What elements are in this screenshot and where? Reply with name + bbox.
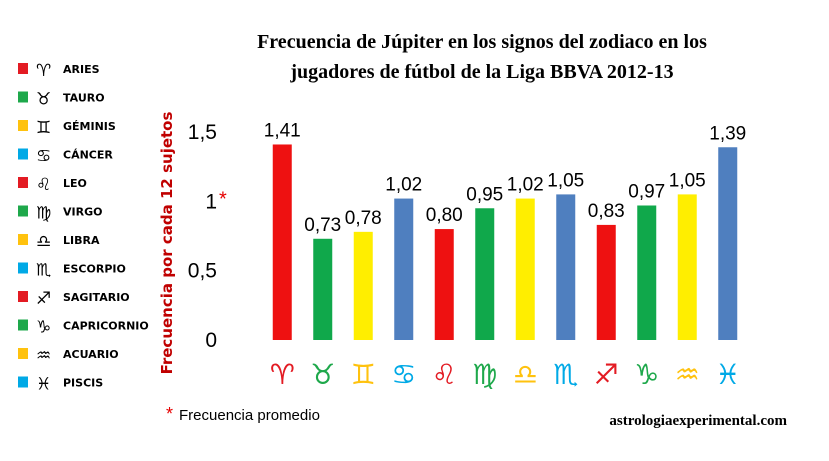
bar-géminis [353, 231, 373, 340]
data-label: 1,05 [547, 170, 584, 191]
legend-label: TAURO [63, 92, 105, 105]
bar-aries [272, 144, 292, 340]
y-tick-star: * [219, 188, 227, 210]
data-label: 1,02 [385, 175, 422, 196]
x-tick-glyph-aries: ♈ [270, 358, 295, 391]
legend-label: SAGITARIO [63, 291, 130, 304]
bar-piscis [718, 147, 738, 340]
y-tick-label: 0,5 [188, 260, 217, 283]
y-axis-label: Frecuencia por cada 12 sujetos [158, 112, 176, 375]
data-label: 0,83 [588, 201, 625, 222]
x-tick-glyph-tauro: ♉ [310, 358, 335, 391]
legend-label: VIRGO [63, 206, 102, 219]
legend-glyph-cáncer: ♋ [36, 147, 51, 167]
chart-title-line1: Frecuencia de Júpiter en los signos del … [257, 31, 707, 53]
bar-tauro [313, 238, 333, 340]
bar-acuario [677, 194, 697, 340]
legend-swatch [18, 120, 28, 131]
x-tick-glyph-leo: ♌ [432, 358, 457, 391]
data-label: 1,41 [264, 120, 301, 141]
legend-swatch [18, 234, 28, 245]
bar-virgo [475, 208, 495, 340]
legend-glyph-géminis: ♊ [36, 118, 51, 138]
bar-sagitario [596, 224, 616, 340]
x-axis-glyphs: ♈ ♉ ♊ ♋ ♌ ♍ ♎ ♏ ♐ ♑ ♒ ♓ [270, 358, 741, 391]
legend-label: ARIES [63, 63, 100, 76]
x-tick-glyph-capricornio: ♑ [634, 358, 659, 391]
legend: ♈ ARIES ♉ TAURO ♊ GÉMINIS ♋ CÁNCER ♌ LEO ♍ VIRGO ♎ LI… [18, 61, 149, 395]
legend-label: ACUARIO [63, 348, 119, 361]
legend-glyph-piscis: ♓ [36, 375, 51, 395]
x-tick-glyph-virgo: ♍ [472, 358, 497, 391]
bar-cáncer [394, 198, 414, 340]
legend-swatch [18, 262, 28, 274]
bar-leo [434, 229, 454, 340]
legend-glyph-tauro: ♉ [36, 90, 51, 110]
x-tick-glyph-cáncer: ♋ [391, 358, 416, 391]
data-label: 0,73 [304, 215, 341, 236]
y-tick-label: 1 [205, 190, 217, 213]
legend-glyph-aries: ♈ [36, 61, 51, 81]
legend-glyph-escorpio: ♏ [36, 261, 51, 281]
legend-label: PISCIS [63, 377, 103, 390]
legend-label: CAPRICORNIO [63, 320, 149, 333]
x-tick-glyph-sagitario: ♐ [594, 358, 619, 391]
x-tick-glyph-piscis: ♓ [715, 358, 740, 391]
data-label: 0,95 [466, 184, 503, 205]
x-tick-glyph-géminis: ♊ [351, 358, 376, 391]
data-label: 0,80 [426, 205, 463, 226]
source-credit: astrologiaexperimental.com [609, 413, 787, 429]
legend-glyph-acuario: ♒ [36, 346, 51, 366]
legend-glyph-sagitario: ♐ [36, 289, 51, 309]
y-axis-ticks: 0 0,5 1 * 1,5 [188, 121, 227, 352]
legend-swatch [18, 148, 28, 160]
x-tick-glyph-acuario: ♒ [675, 358, 700, 391]
footnote-star: * [166, 404, 173, 424]
footnote: * Frecuencia promedio [166, 404, 320, 424]
chart-title-line2: jugadores de fútbol de la Liga BBVA 2012… [289, 61, 673, 83]
bar-capricornio [637, 205, 657, 340]
legend-glyph-leo: ♌ [36, 175, 51, 195]
legend-label: CÁNCER [63, 149, 113, 162]
data-label: 1,39 [709, 123, 746, 144]
data-labels: 1,410,73 0,781,020,800,95 1,02 1,050,830,97… [264, 120, 746, 235]
x-tick-glyph-libra: ♎ [513, 358, 538, 391]
legend-swatch [18, 291, 28, 302]
legend-glyph-capricornio: ♑ [36, 318, 51, 338]
legend-swatch [18, 319, 28, 331]
legend-swatch [18, 91, 28, 103]
data-label: 0,78 [345, 208, 382, 229]
data-label: 0,97 [628, 181, 665, 202]
legend-swatch [18, 63, 28, 74]
data-label: 1,02 [507, 175, 544, 196]
legend-label: ESCORPIO [63, 263, 126, 276]
bars [272, 144, 738, 340]
legend-label: LEO [63, 177, 87, 190]
bar-libra [515, 198, 535, 340]
footnote-text: Frecuencia promedio [179, 407, 320, 424]
bar-escorpio [556, 194, 576, 340]
data-label: 1,05 [669, 170, 706, 191]
legend-glyph-virgo: ♍ [36, 204, 51, 224]
legend-glyph-libra: ♎ [36, 232, 51, 252]
x-tick-glyph-escorpio: ♏ [553, 358, 578, 391]
legend-label: GÉMINIS [63, 120, 116, 133]
y-tick-label: 1,5 [188, 121, 217, 144]
legend-swatch [18, 205, 28, 217]
legend-swatch [18, 376, 28, 388]
legend-swatch [18, 348, 28, 359]
legend-swatch [18, 177, 28, 188]
legend-label: LIBRA [63, 234, 100, 247]
y-tick-label: 0 [205, 329, 217, 352]
